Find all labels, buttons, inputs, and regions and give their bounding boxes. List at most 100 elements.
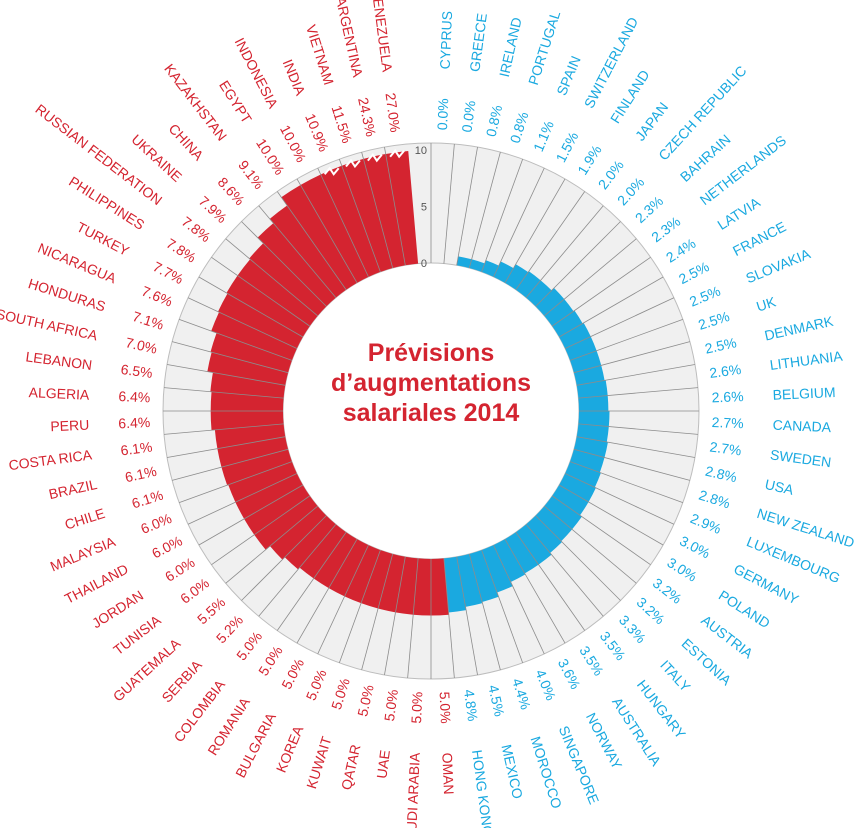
value-label: 6.4%	[118, 388, 151, 405]
bar	[300, 174, 369, 283]
value-label: 5.0%	[408, 691, 425, 724]
value-label: 1.5%	[553, 129, 582, 165]
spoke-line	[296, 178, 358, 284]
bar	[320, 165, 381, 277]
bar	[565, 461, 601, 488]
country-label: OMAN	[439, 752, 457, 795]
value-label: 2.0%	[595, 157, 627, 192]
country-label: CANADA	[772, 417, 832, 436]
country-label: PORTUGAL	[525, 9, 563, 87]
spoke-line	[384, 556, 406, 675]
value-label: 2.6%	[711, 388, 744, 405]
bar	[210, 372, 286, 399]
value-label: 2.8%	[704, 463, 739, 486]
country-label: HONDURAS	[26, 275, 107, 314]
spoke-line	[296, 538, 358, 644]
value-label: 5.0%	[354, 683, 377, 718]
spoke-line	[198, 276, 304, 338]
spoke-line	[578, 387, 699, 399]
value-label: 4.5%	[485, 683, 508, 718]
country-label: BELGIUM	[772, 384, 836, 403]
spoke-line	[535, 221, 621, 307]
spoke-line	[493, 544, 545, 655]
bar	[237, 259, 318, 327]
country-label: KOREA	[273, 723, 307, 775]
bar	[535, 506, 573, 542]
value-label: 7.0%	[124, 334, 159, 357]
spoke-line	[258, 524, 337, 617]
bar	[573, 365, 605, 386]
country-label: SWEDEN	[769, 446, 832, 470]
spoke-line	[535, 515, 621, 601]
spoke-line	[211, 495, 310, 566]
value-label: 3.3%	[616, 612, 649, 646]
spoke-line	[564, 473, 675, 525]
bar	[469, 259, 485, 272]
bar	[218, 293, 303, 349]
spoke-line	[179, 318, 293, 361]
bar	[469, 550, 499, 602]
value-label: 27.0%	[382, 92, 403, 133]
bar	[214, 423, 286, 449]
bar	[235, 473, 303, 519]
country-label: HONG KONG	[469, 749, 496, 828]
bar	[573, 436, 608, 458]
spoke-line	[564, 297, 675, 349]
country-label: BRAZIL	[47, 476, 99, 502]
country-label: FRANCE	[730, 218, 788, 259]
bar	[515, 271, 541, 298]
spoke-line	[443, 558, 455, 679]
value-label: 9.1%	[235, 157, 267, 192]
spoke-line	[481, 159, 524, 273]
bar	[207, 352, 289, 386]
country-label: UAE	[373, 749, 393, 780]
bar	[576, 423, 609, 442]
spoke-line	[569, 461, 683, 504]
spoke-line	[525, 524, 604, 617]
bar	[570, 449, 605, 473]
value-label: 3.5%	[576, 643, 607, 679]
country-label: VIETNAM	[303, 23, 337, 87]
value-label: 4.0%	[532, 667, 559, 703]
bar	[431, 558, 449, 616]
bar	[515, 524, 552, 565]
spoke-line	[515, 532, 586, 631]
country-label: DENMARK	[763, 313, 835, 344]
country-label: LATVIA	[714, 194, 763, 233]
bar	[481, 260, 499, 277]
value-label: 11.5%	[328, 103, 355, 145]
spoke-line	[163, 423, 284, 435]
country-label: PERU	[50, 417, 90, 435]
value-label: 7.8%	[179, 213, 214, 245]
bar	[578, 395, 609, 411]
country-label: KUWAIT	[303, 734, 335, 791]
bar	[281, 184, 357, 290]
country-label: SLOVAKIA	[743, 245, 813, 286]
spoke-line	[576, 364, 695, 386]
scale-group: 0 5 10	[415, 145, 427, 270]
bar	[363, 153, 406, 269]
value-label: 0.8%	[483, 103, 506, 138]
chart-title-line-3: salariales 2014	[343, 399, 520, 427]
bar	[443, 556, 467, 613]
bar	[552, 310, 583, 337]
bar	[254, 495, 318, 550]
spoke-line	[515, 191, 586, 290]
value-label: 2.7%	[709, 438, 743, 458]
value-label: 6.1%	[123, 463, 158, 486]
country-label: SPAIN	[553, 54, 583, 98]
scale-tick-label: 10	[415, 145, 427, 157]
spoke-line	[456, 147, 478, 266]
value-label: 6.1%	[130, 487, 165, 512]
country-label: CZECH REPUBLIC	[655, 63, 749, 164]
value-label: 7.8%	[163, 235, 199, 266]
bar	[378, 553, 406, 613]
country-label: LEBANON	[25, 348, 93, 373]
value-label: 6.1%	[120, 438, 154, 458]
spoke-line	[552, 495, 651, 566]
chart-title-line-1: Prévisions	[368, 339, 494, 367]
spoke-line	[317, 544, 369, 655]
spoke-line	[276, 532, 347, 631]
bar	[535, 287, 565, 316]
